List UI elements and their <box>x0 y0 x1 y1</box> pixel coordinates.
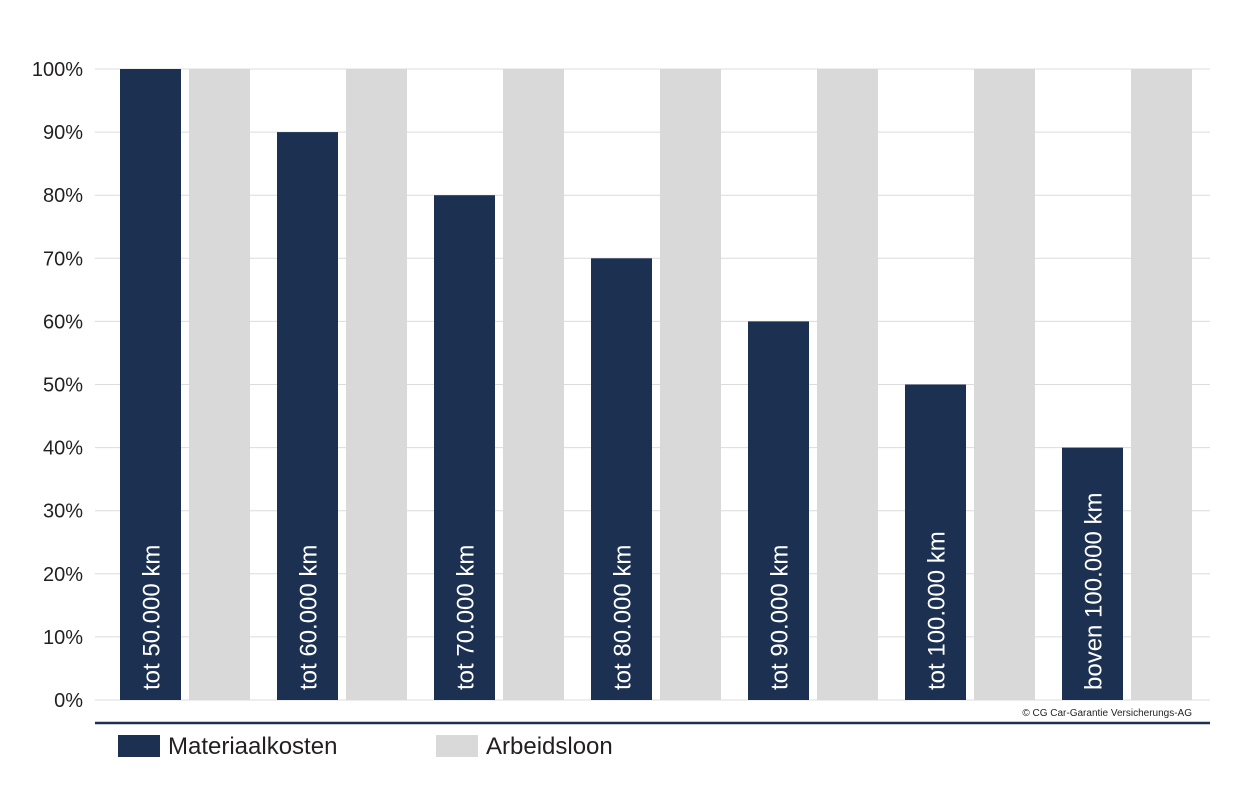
gridlines <box>95 68 1210 701</box>
y-axis-tick-labels: 0% 10% 20% 30% 40% 50% 60% 70% 80% 90% 100% <box>32 59 83 712</box>
copyright-text: © CG Car-Garantie Versicherungs-AG <box>1022 708 1192 719</box>
bar-arbeidsloon <box>189 69 250 700</box>
y-tick-label: 10% <box>43 627 83 649</box>
y-tick-label: 20% <box>43 564 83 586</box>
bar-arbeidsloon <box>346 69 407 700</box>
category-label: tot 60.000 km <box>296 545 323 690</box>
bar-materiaalkosten <box>748 321 809 700</box>
bar-arbeidsloon <box>503 69 564 700</box>
y-tick-label: 30% <box>43 501 83 523</box>
y-tick-label: 80% <box>43 185 83 207</box>
legend-swatch-materiaalkosten <box>118 735 160 757</box>
category-label: tot 100.000 km <box>924 531 951 690</box>
bar-materiaalkosten <box>591 258 652 700</box>
y-tick-label: 70% <box>43 248 83 270</box>
bar-arbeidsloon <box>660 69 721 700</box>
bar-arbeidsloon <box>974 69 1035 700</box>
category-label: tot 90.000 km <box>767 545 794 690</box>
y-tick-label: 40% <box>43 438 83 460</box>
bar-materiaalkosten <box>434 195 495 700</box>
y-tick-label: 100% <box>32 59 83 81</box>
bar-materiaalkosten <box>277 132 338 701</box>
bar-materiaalkosten <box>1062 447 1123 700</box>
y-tick-label: 0% <box>54 690 83 712</box>
bar-materiaalkosten <box>905 384 966 700</box>
bars: tot 50.000 km tot 60.000 km tot 70.000 km t… <box>120 69 1192 701</box>
legend-label-arbeidsloon: Arbeidsloon <box>486 733 613 760</box>
category-label: tot 80.000 km <box>610 545 637 690</box>
y-tick-label: 50% <box>43 375 83 397</box>
legend: Materiaalkosten Arbeidsloon <box>118 733 613 760</box>
category-label: tot 70.000 km <box>453 545 480 690</box>
bar-arbeidsloon <box>817 69 878 700</box>
y-tick-label: 60% <box>43 311 83 333</box>
legend-swatch-arbeidsloon <box>436 735 478 757</box>
bar-arbeidsloon <box>1131 69 1192 700</box>
category-label: boven 100.000 km <box>1081 493 1108 690</box>
category-label: tot 50.000 km <box>139 545 166 690</box>
bar-materiaalkosten <box>120 69 181 700</box>
legend-label-materiaalkosten: Materiaalkosten <box>168 733 337 760</box>
y-tick-label: 90% <box>43 122 83 144</box>
